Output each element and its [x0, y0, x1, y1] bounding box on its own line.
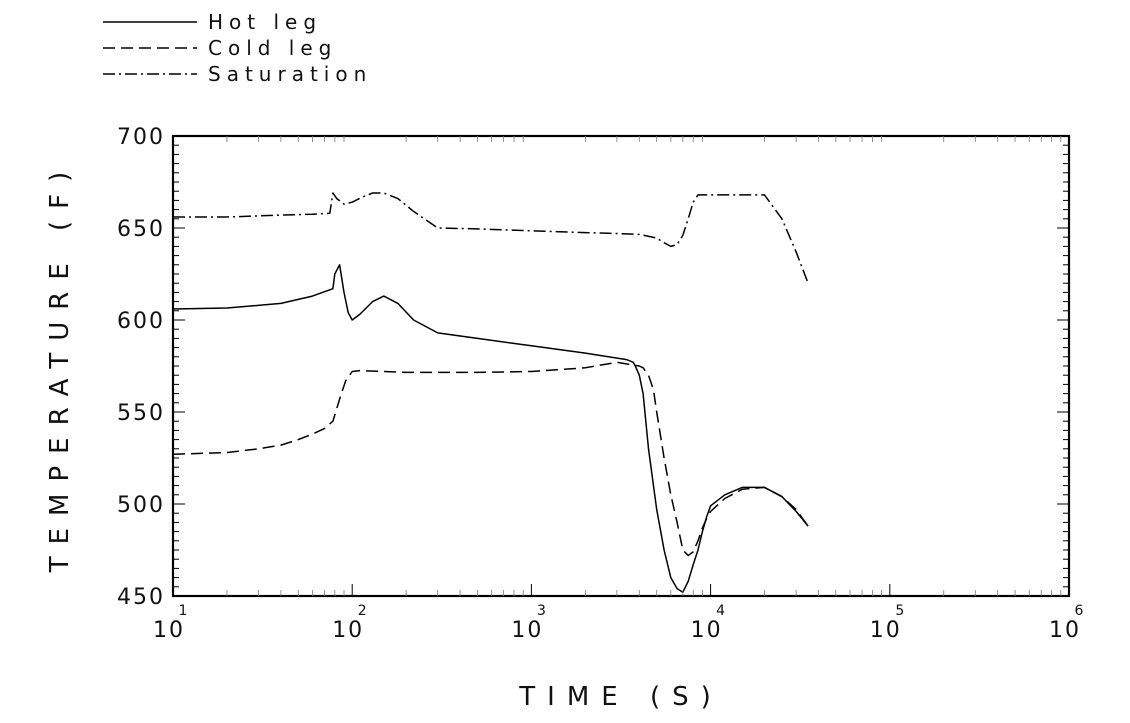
- series-line-0: [172, 264, 809, 594]
- x-tick-label: 10: [332, 618, 364, 643]
- legend-label-2: Saturation: [208, 62, 372, 86]
- x-tick-exponent: 1: [179, 603, 188, 619]
- y-tick-label: 450: [117, 585, 165, 610]
- x-tick-exponent: 2: [358, 603, 367, 619]
- x-tick-exponent: 3: [537, 603, 546, 619]
- series-lines: [172, 192, 809, 594]
- y-tick-label: 700: [117, 125, 165, 150]
- y-tick-label: 550: [117, 401, 165, 426]
- x-tick-exponent: 4: [716, 603, 725, 619]
- legend-label-0: Hot leg: [208, 10, 322, 34]
- y-axis-title: TEMPERATURE (F): [45, 160, 75, 574]
- y-tick-label: 650: [117, 217, 165, 242]
- x-tick-exponent: 5: [895, 603, 904, 619]
- series-line-1: [172, 361, 809, 557]
- x-tick-label: 10: [870, 618, 902, 643]
- x-tick-label: 10: [153, 618, 185, 643]
- x-tick-label: 10: [691, 618, 723, 643]
- x-tick-exponent: 6: [1075, 603, 1084, 619]
- series-line-2: [173, 192, 809, 284]
- x-axis-title: TIME (S): [518, 682, 722, 712]
- plot-frame: [171, 134, 1071, 598]
- y-tick-label: 600: [117, 309, 165, 334]
- y-tick-label: 500: [117, 493, 165, 518]
- legend-label-1: Cold leg: [208, 36, 337, 60]
- y-axis-ticks: 450 500 550 600 650 700: [117, 125, 1069, 610]
- x-tick-label: 10: [1049, 618, 1081, 643]
- x-tick-label: 10: [511, 618, 543, 643]
